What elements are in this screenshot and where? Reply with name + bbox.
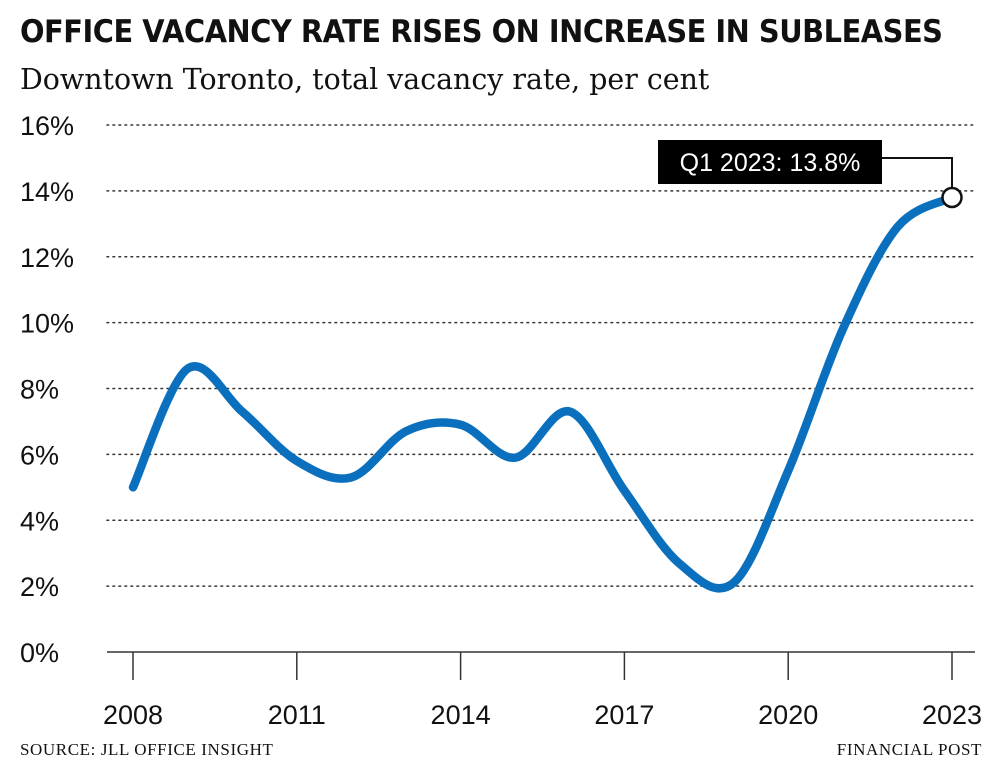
y-tick-label: 4% <box>20 506 59 536</box>
x-tick-label: 2014 <box>431 700 491 730</box>
y-tick-label: 6% <box>20 440 59 470</box>
x-tick-label: 2008 <box>103 700 163 730</box>
callout-label: Q1 2023: 13.8% <box>680 149 861 177</box>
y-tick-label: 2% <box>20 572 59 602</box>
chart-title: OFFICE VACANCY RATE RISES ON INCREASE IN… <box>20 14 943 50</box>
publisher-credit: FINANCIAL POST <box>836 740 982 759</box>
callout-box <box>658 140 882 184</box>
chart-subtitle: Downtown Toronto, total vacancy rate, pe… <box>20 62 710 96</box>
latest-value-marker <box>941 186 963 209</box>
y-tick-label: 14% <box>20 177 74 207</box>
callout-leader-line <box>882 157 953 188</box>
x-tick-label: 2017 <box>594 700 654 730</box>
x-tick-label: 2023 <box>922 700 982 730</box>
y-tick-label: 10% <box>20 309 74 339</box>
y-tick-label: 16% <box>20 111 74 141</box>
y-tick-label: 0% <box>20 638 59 668</box>
source-note: SOURCE: JLL OFFICE INSIGHT <box>20 740 274 759</box>
vacancy-rate-line <box>128 193 957 593</box>
x-tick-label: 2020 <box>758 700 818 730</box>
y-tick-label: 12% <box>20 243 74 273</box>
y-tick-label: 8% <box>20 375 59 405</box>
x-tick-label: 2011 <box>268 700 326 730</box>
